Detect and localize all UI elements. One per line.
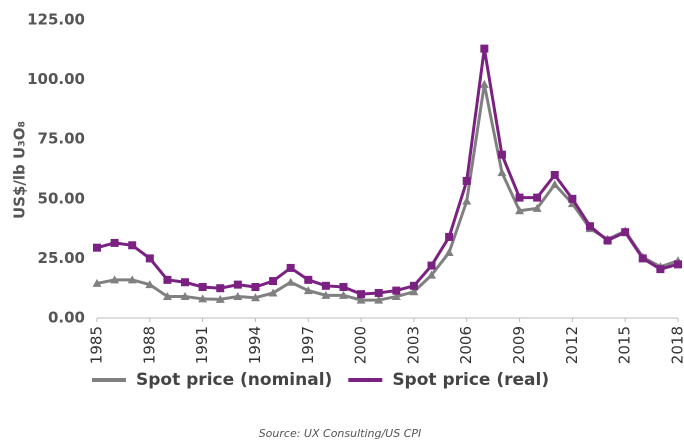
marker: [339, 283, 348, 292]
marker: [286, 263, 295, 272]
marker: [479, 79, 489, 88]
marker: [568, 194, 577, 203]
marker: [250, 293, 260, 302]
marker: [532, 203, 542, 212]
marker: [321, 281, 330, 290]
marker: [198, 294, 208, 303]
marker: [181, 278, 190, 287]
marker: [145, 280, 155, 289]
marker: [497, 168, 507, 177]
x-tick-label: 2009: [510, 326, 528, 364]
marker: [215, 294, 225, 303]
marker: [268, 288, 278, 297]
marker: [550, 179, 560, 188]
marker: [269, 277, 278, 286]
marker: [550, 170, 559, 179]
x-tick-label: 1994: [246, 326, 264, 364]
legend-label: Spot price (real): [392, 370, 549, 390]
marker: [321, 290, 331, 299]
marker: [128, 241, 137, 250]
marker: [674, 260, 682, 269]
source: Source: UX Consulting/US CPI: [259, 427, 422, 440]
marker: [585, 222, 594, 231]
x-tick-label: 2003: [404, 326, 422, 364]
marker: [145, 254, 154, 263]
y-tick-label: 25.00: [38, 249, 85, 267]
y-tick-label: 50.00: [38, 189, 85, 207]
x-tick-label: 2018: [669, 326, 684, 364]
marker: [656, 265, 665, 274]
series-line: [96, 84, 679, 302]
marker: [444, 247, 454, 256]
marker: [445, 232, 454, 241]
marker: [392, 286, 401, 295]
x-tick-label: 2006: [457, 326, 475, 364]
marker: [110, 275, 120, 284]
marker: [427, 261, 436, 270]
x-tick-label: 2000: [352, 326, 370, 364]
marker: [480, 44, 489, 53]
x-tick-label: 1997: [299, 326, 317, 364]
marker: [163, 275, 172, 284]
marker: [462, 176, 471, 185]
y-tick-label: 100.00: [27, 70, 85, 88]
marker: [92, 278, 102, 287]
x-tick-label: 1985: [88, 326, 106, 364]
marker: [603, 236, 612, 245]
marker: [251, 283, 260, 292]
marker: [93, 243, 101, 252]
marker: [357, 290, 366, 299]
marker: [216, 284, 225, 293]
marker: [162, 292, 172, 301]
marker: [515, 193, 524, 202]
marker: [409, 287, 419, 296]
marker: [409, 281, 418, 290]
marker: [233, 292, 243, 301]
marker: [427, 270, 437, 279]
x-tick-label: 1991: [193, 326, 211, 364]
marker: [303, 286, 313, 295]
marker: [462, 196, 472, 205]
marker: [638, 254, 647, 263]
x-tick-label: 2012: [563, 326, 581, 364]
marker: [374, 295, 384, 304]
marker: [515, 206, 525, 215]
y-tick-label: 125.00: [27, 11, 85, 29]
marker: [233, 280, 242, 289]
y-axis-label: US$/lb U₃O₈: [11, 121, 29, 219]
marker: [180, 292, 190, 301]
marker: [286, 277, 296, 286]
marker: [374, 288, 383, 297]
legend-label: Spot price (nominal): [136, 370, 332, 390]
x-tick-label: 2015: [616, 326, 634, 364]
marker: [497, 150, 506, 159]
x-tick-label: 1988: [140, 326, 158, 364]
series-line: [96, 48, 679, 296]
marker: [110, 238, 119, 247]
marker: [533, 193, 542, 202]
marker: [198, 283, 207, 292]
marker: [356, 295, 366, 304]
marker: [127, 275, 137, 284]
marker: [304, 275, 313, 284]
marker: [391, 292, 401, 301]
y-tick-label: 75.00: [38, 130, 85, 148]
y-tick-label: 0.00: [48, 309, 85, 327]
marker: [621, 228, 630, 237]
marker: [338, 290, 348, 299]
